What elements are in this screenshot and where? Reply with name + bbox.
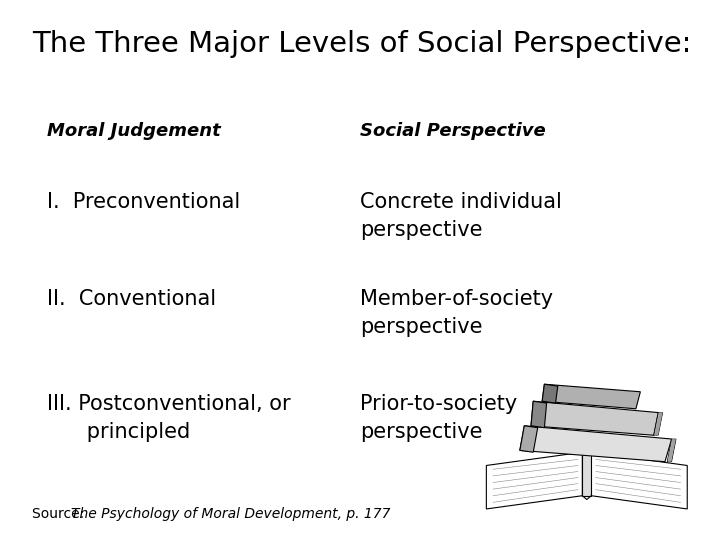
Text: I.  Preconventional: I. Preconventional — [47, 192, 240, 212]
Text: Source:: Source: — [32, 507, 89, 521]
Text: Social Perspective: Social Perspective — [360, 122, 546, 139]
Text: II.  Conventional: II. Conventional — [47, 289, 216, 309]
Text: Member-of-society
perspective: Member-of-society perspective — [360, 289, 553, 337]
Text: The Three Major Levels of Social Perspective:: The Three Major Levels of Social Perspec… — [32, 30, 692, 58]
Text: Prior-to-society
perspective: Prior-to-society perspective — [360, 394, 517, 442]
Text: Concrete individual
perspective: Concrete individual perspective — [360, 192, 562, 240]
Text: Moral Judgement: Moral Judgement — [47, 122, 220, 139]
Text: The Psychology of Moral Development, p. 177: The Psychology of Moral Development, p. … — [71, 507, 390, 521]
Text: III. Postconventional, or
      principled: III. Postconventional, or principled — [47, 394, 290, 442]
